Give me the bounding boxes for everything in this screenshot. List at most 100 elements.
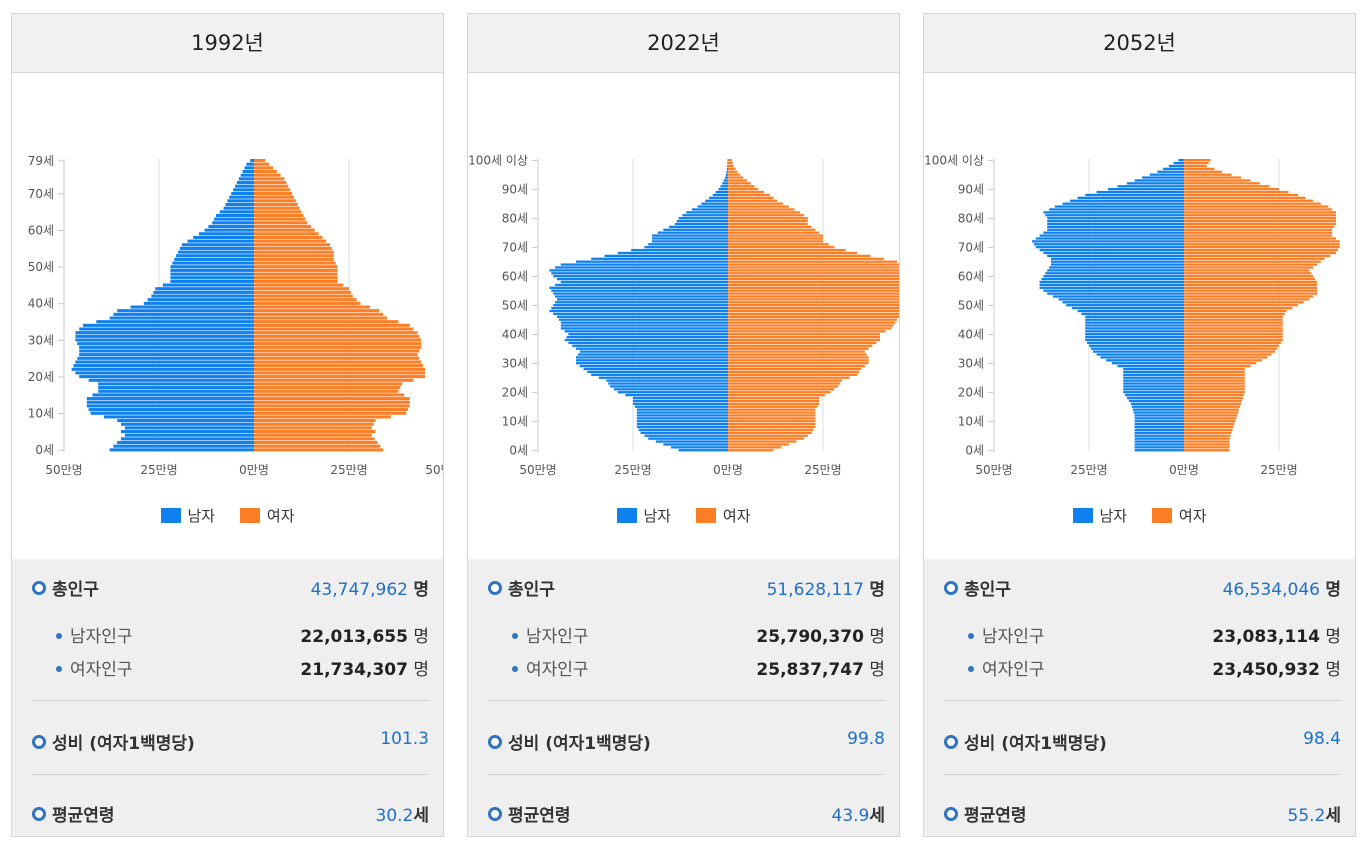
bar-male-age-35[interactable] bbox=[576, 347, 728, 350]
bar-male-age-73[interactable] bbox=[1035, 237, 1184, 240]
bar-female-age-73[interactable] bbox=[254, 180, 287, 185]
bar-female-age-27[interactable] bbox=[254, 349, 420, 353]
bar-female-age-69[interactable] bbox=[728, 248, 846, 252]
bar-female-age-63[interactable] bbox=[728, 266, 899, 269]
bar-male-age-1[interactable] bbox=[113, 444, 255, 448]
bar-female-age-76[interactable] bbox=[254, 169, 277, 174]
bar-female-age-31[interactable] bbox=[1184, 359, 1262, 362]
bar-male-age-92[interactable] bbox=[722, 182, 728, 185]
bar-female-age-43[interactable] bbox=[254, 290, 351, 294]
bar-female-age-55[interactable] bbox=[1184, 289, 1317, 292]
bar-male-age-99[interactable] bbox=[1173, 161, 1184, 165]
bar-female-age-8[interactable] bbox=[1184, 425, 1234, 429]
bar-male-age-27[interactable] bbox=[587, 370, 728, 374]
bar-female-age-25[interactable] bbox=[254, 356, 420, 360]
bar-male-age-42[interactable] bbox=[1085, 327, 1184, 330]
bar-female-age-53[interactable] bbox=[1184, 295, 1314, 298]
bar-male-age-81[interactable] bbox=[682, 214, 728, 217]
bar-female-age-60[interactable] bbox=[1184, 275, 1314, 278]
bar-male-age-23[interactable] bbox=[1123, 382, 1184, 385]
bar-female-age-45[interactable] bbox=[728, 318, 898, 321]
bar-female-age-4[interactable] bbox=[1184, 437, 1230, 440]
bar-male-age-63[interactable] bbox=[555, 266, 728, 269]
bar-female-age-53[interactable] bbox=[254, 254, 334, 258]
bar-male-age-2[interactable] bbox=[663, 443, 728, 446]
bar-female-age-87[interactable] bbox=[1184, 196, 1306, 200]
bar-male-age-33[interactable] bbox=[577, 353, 728, 356]
bar-male-age-4[interactable] bbox=[1134, 437, 1184, 440]
bar-male-age-5[interactable] bbox=[121, 430, 254, 434]
bar-female-age-16[interactable] bbox=[728, 402, 820, 405]
bar-female-age-57[interactable] bbox=[254, 239, 327, 243]
bar-female-age-74[interactable] bbox=[254, 177, 285, 181]
bar-female-age-96[interactable] bbox=[1184, 170, 1222, 173]
bar-female-age-14[interactable] bbox=[1184, 408, 1240, 411]
bar-male-age-21[interactable] bbox=[614, 388, 728, 391]
bar-male-age-66[interactable] bbox=[591, 257, 728, 260]
bar-female-age-28[interactable] bbox=[254, 345, 422, 349]
bar-male-age-51[interactable] bbox=[555, 301, 728, 304]
bar-female-age-56[interactable] bbox=[254, 243, 330, 247]
bar-female-age-74[interactable] bbox=[1184, 234, 1333, 237]
bar-female-age-7[interactable] bbox=[1184, 428, 1233, 432]
bar-male-age-13[interactable] bbox=[1133, 411, 1184, 414]
bar-male-age-32[interactable] bbox=[576, 356, 728, 359]
bar-male-age-18[interactable] bbox=[1127, 396, 1184, 400]
bar-male-age-33[interactable] bbox=[79, 327, 254, 331]
bar-male-age-61[interactable] bbox=[551, 272, 728, 275]
bar-male-age-7[interactable] bbox=[121, 422, 254, 426]
bar-male-age-48[interactable] bbox=[1077, 309, 1184, 313]
bar-male-age-54[interactable] bbox=[1047, 292, 1184, 295]
bar-male-age-37[interactable] bbox=[113, 312, 255, 316]
bar-female-age-93[interactable] bbox=[728, 179, 747, 182]
bar-male-age-15[interactable] bbox=[634, 405, 728, 408]
bar-male-age-46[interactable] bbox=[170, 279, 254, 283]
bar-female-age-19[interactable] bbox=[728, 393, 825, 397]
bar-male-age-20[interactable] bbox=[617, 391, 728, 394]
bar-female-age-18[interactable] bbox=[254, 382, 403, 386]
bar-female-age-20[interactable] bbox=[254, 375, 425, 379]
bar-male-age-69[interactable] bbox=[631, 248, 728, 252]
bar-male-age-26[interactable] bbox=[79, 353, 254, 357]
bar-female-age-10[interactable] bbox=[1184, 420, 1236, 423]
bar-male-age-30[interactable] bbox=[576, 362, 728, 365]
bar-male-age-97[interactable] bbox=[1163, 167, 1184, 171]
bar-female-age-13[interactable] bbox=[254, 400, 410, 404]
bar-male-age-82[interactable] bbox=[1043, 211, 1184, 214]
bar-female-age-57[interactable] bbox=[1184, 283, 1317, 287]
bar-male-age-51[interactable] bbox=[172, 261, 254, 265]
bar-female-age-67[interactable] bbox=[1184, 254, 1331, 258]
bar-female-age-8[interactable] bbox=[728, 425, 816, 429]
bar-female-age-31[interactable] bbox=[254, 334, 420, 338]
bar-female-age-3[interactable] bbox=[254, 437, 375, 441]
bar-male-age-3[interactable] bbox=[655, 440, 728, 443]
bar-male-age-70[interactable] bbox=[1035, 246, 1184, 249]
bar-female-age-37[interactable] bbox=[1184, 341, 1281, 345]
bar-female-age-78[interactable] bbox=[254, 162, 270, 166]
bar-male-age-29[interactable] bbox=[77, 342, 254, 346]
bar-male-age-13[interactable] bbox=[636, 411, 728, 414]
bar-female-age-2[interactable] bbox=[1184, 443, 1230, 446]
bar-male-age-73[interactable] bbox=[236, 180, 254, 185]
bar-male-age-65[interactable] bbox=[1051, 260, 1184, 263]
bar-female-age-1[interactable] bbox=[1184, 446, 1230, 449]
bar-female-age-3[interactable] bbox=[1184, 440, 1230, 443]
bar-female-age-32[interactable] bbox=[728, 356, 869, 359]
bar-male-age-3[interactable] bbox=[121, 437, 254, 441]
bar-female-age-76[interactable] bbox=[728, 228, 816, 231]
bar-female-age-41[interactable] bbox=[1184, 330, 1283, 333]
bar-male-age-14[interactable] bbox=[86, 397, 254, 401]
bar-female-age-49[interactable] bbox=[728, 306, 899, 310]
bar-male-age-26[interactable] bbox=[1123, 373, 1184, 376]
bar-male-age-88[interactable] bbox=[712, 193, 728, 197]
bar-female-age-78[interactable] bbox=[728, 222, 808, 226]
bar-female-age-81[interactable] bbox=[1184, 214, 1336, 217]
bar-female-age-21[interactable] bbox=[1184, 388, 1245, 391]
bar-male-age-27[interactable] bbox=[1123, 370, 1184, 374]
bar-male-age-63[interactable] bbox=[1049, 266, 1184, 269]
bar-male-age-69[interactable] bbox=[229, 195, 254, 199]
bar-male-age-59[interactable] bbox=[1041, 277, 1185, 281]
bar-female-age-90[interactable] bbox=[728, 188, 759, 191]
bar-female-age-6[interactable] bbox=[1184, 431, 1232, 434]
bar-male-age-77[interactable] bbox=[669, 225, 728, 229]
